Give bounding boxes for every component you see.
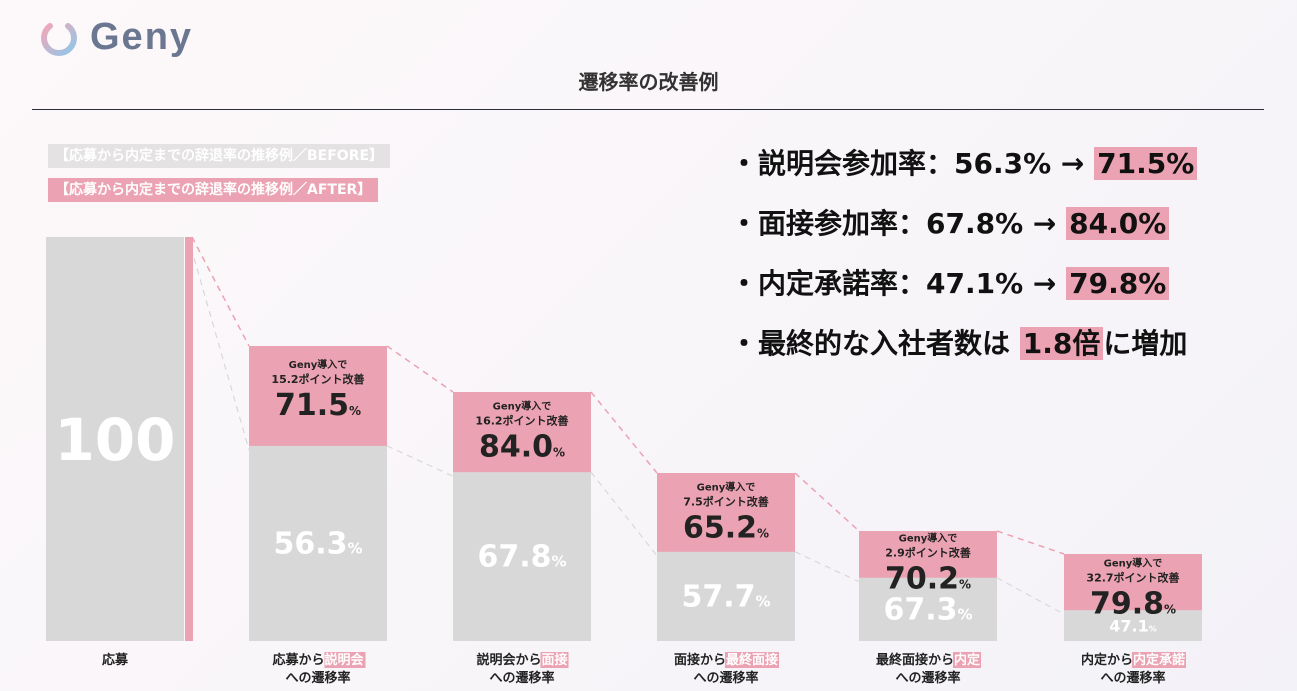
category-highlight <box>540 652 569 668</box>
bar-after <box>249 346 387 641</box>
bar-after <box>185 237 193 641</box>
summary-bullet: ・ <box>730 267 759 300</box>
bar-before <box>453 472 591 641</box>
bar-value-label: 56.3% <box>273 526 362 561</box>
summary-item: ・最終的な入社者数は 1.8倍 に増加 <box>730 325 1197 363</box>
summary-label: 説明会参加率：56.3% → <box>758 147 1095 180</box>
bar-value-label: 70.2% <box>885 561 971 596</box>
bar-value-label: 79.8% <box>1090 586 1176 621</box>
category-label: 内定から内定承諾 <box>1081 652 1185 668</box>
bar-after <box>453 392 591 641</box>
category-label: 最終面接から内定 <box>876 652 980 668</box>
category-highlight <box>1132 652 1187 668</box>
category-label: 面接から最終面接 <box>674 652 778 668</box>
bar-before <box>1064 610 1202 641</box>
summary-highlight: 71.5% <box>1094 147 1198 180</box>
summary-bullet: ・ <box>730 147 759 180</box>
category-label: 応募から説明会 <box>272 652 364 668</box>
bar-value-label: 65.2% <box>683 510 769 545</box>
summary-bullet: ・ <box>730 327 759 360</box>
bar-annotation-line1: Geny導入で <box>493 400 552 413</box>
bar-value-label: 57.7% <box>681 579 770 614</box>
summary-item: ・内定承諾率：47.1% → 79.8% <box>730 265 1197 303</box>
summary-label: 最終的な入社者数は <box>758 327 1020 360</box>
bar-annotation-line2: 7.5ポイント改善 <box>683 494 769 508</box>
bar-after <box>859 531 997 641</box>
category-label-line2: への遷移率 <box>1100 670 1165 686</box>
category-label-line2: への遷移率 <box>489 670 554 686</box>
bar-annotation-line2: 2.9ポイント改善 <box>885 545 971 559</box>
bar-before <box>249 445 387 641</box>
category-highlight <box>725 652 780 668</box>
summary-item: ・面接参加率：67.8% → 84.0% <box>730 205 1197 243</box>
bar-value-label: 84.0% <box>479 430 565 465</box>
category-label-line2: への遷移率 <box>895 670 960 686</box>
bar-value-label: 100 <box>54 406 175 474</box>
bar-annotation-line1: Geny導入で <box>1104 556 1163 569</box>
category-label-line2: への遷移率 <box>693 670 758 686</box>
bar-value-label: 47.1% <box>1109 617 1157 636</box>
connector-before <box>386 445 454 477</box>
bar-annotation-line1: Geny導入で <box>289 358 348 371</box>
title-divider <box>32 109 1264 110</box>
connector-after <box>996 530 1065 555</box>
geny-logo-icon <box>41 15 77 56</box>
category-highlight <box>953 652 982 668</box>
summary-label: 内定承諾率：47.1% → <box>758 267 1067 300</box>
connector-before <box>590 471 658 557</box>
legend-before: 【応募から内定までの辞退率の推移例／BEFORE】 <box>48 144 391 168</box>
category-label-line2: への遷移率 <box>285 670 350 686</box>
summary-highlight: 84.0% <box>1066 207 1170 240</box>
summary-suffix: に増加 <box>1103 327 1188 360</box>
bar-annotation-line2: 15.2ポイント改善 <box>271 372 364 386</box>
geny-logo: Geny <box>36 14 193 60</box>
summary-highlight: 1.8倍 <box>1019 327 1104 360</box>
connector-after <box>191 236 250 347</box>
logo-text: Geny <box>90 15 194 58</box>
connector-after <box>794 472 860 532</box>
bar-after <box>657 473 795 641</box>
summary-item: ・説明会参加率：56.3% → 71.5% <box>730 145 1198 183</box>
summary-highlight: 79.8% <box>1066 267 1170 300</box>
connector-after <box>386 345 454 393</box>
connector-before <box>996 577 1065 615</box>
category-label: 説明会から面接 <box>476 652 567 668</box>
bar-before <box>657 551 795 641</box>
legend-after: 【応募から内定までの辞退率の推移例／AFTER】 <box>48 178 379 202</box>
category-label: 応募 <box>102 652 129 668</box>
bar-after <box>1064 554 1202 641</box>
bar-value-label: 67.8% <box>477 540 566 575</box>
bar-annotation-line2: 32.7ポイント改善 <box>1086 570 1179 584</box>
bar-annotation-line2: 16.2ポイント改善 <box>475 414 568 428</box>
connector-after <box>590 391 658 474</box>
connector-before <box>794 551 860 583</box>
summary-bullet: ・ <box>730 207 759 240</box>
bar-value-label: 67.3% <box>883 592 972 627</box>
summary-list: ・説明会参加率：56.3% → 71.5% ・面接参加率：67.8% → 84.… <box>730 145 1198 385</box>
bar-annotation-line1: Geny導入で <box>899 531 958 544</box>
category-highlight <box>324 652 366 668</box>
connector-before <box>187 236 250 451</box>
summary-label: 面接参加率：67.8% → <box>758 207 1067 240</box>
bar-before <box>46 237 184 641</box>
bar-annotation-line1: Geny導入で <box>697 480 756 493</box>
page-title: 遷移率の改善例 <box>578 70 719 94</box>
bar-value-label: 71.5% <box>275 388 361 423</box>
bar-before <box>859 577 997 641</box>
